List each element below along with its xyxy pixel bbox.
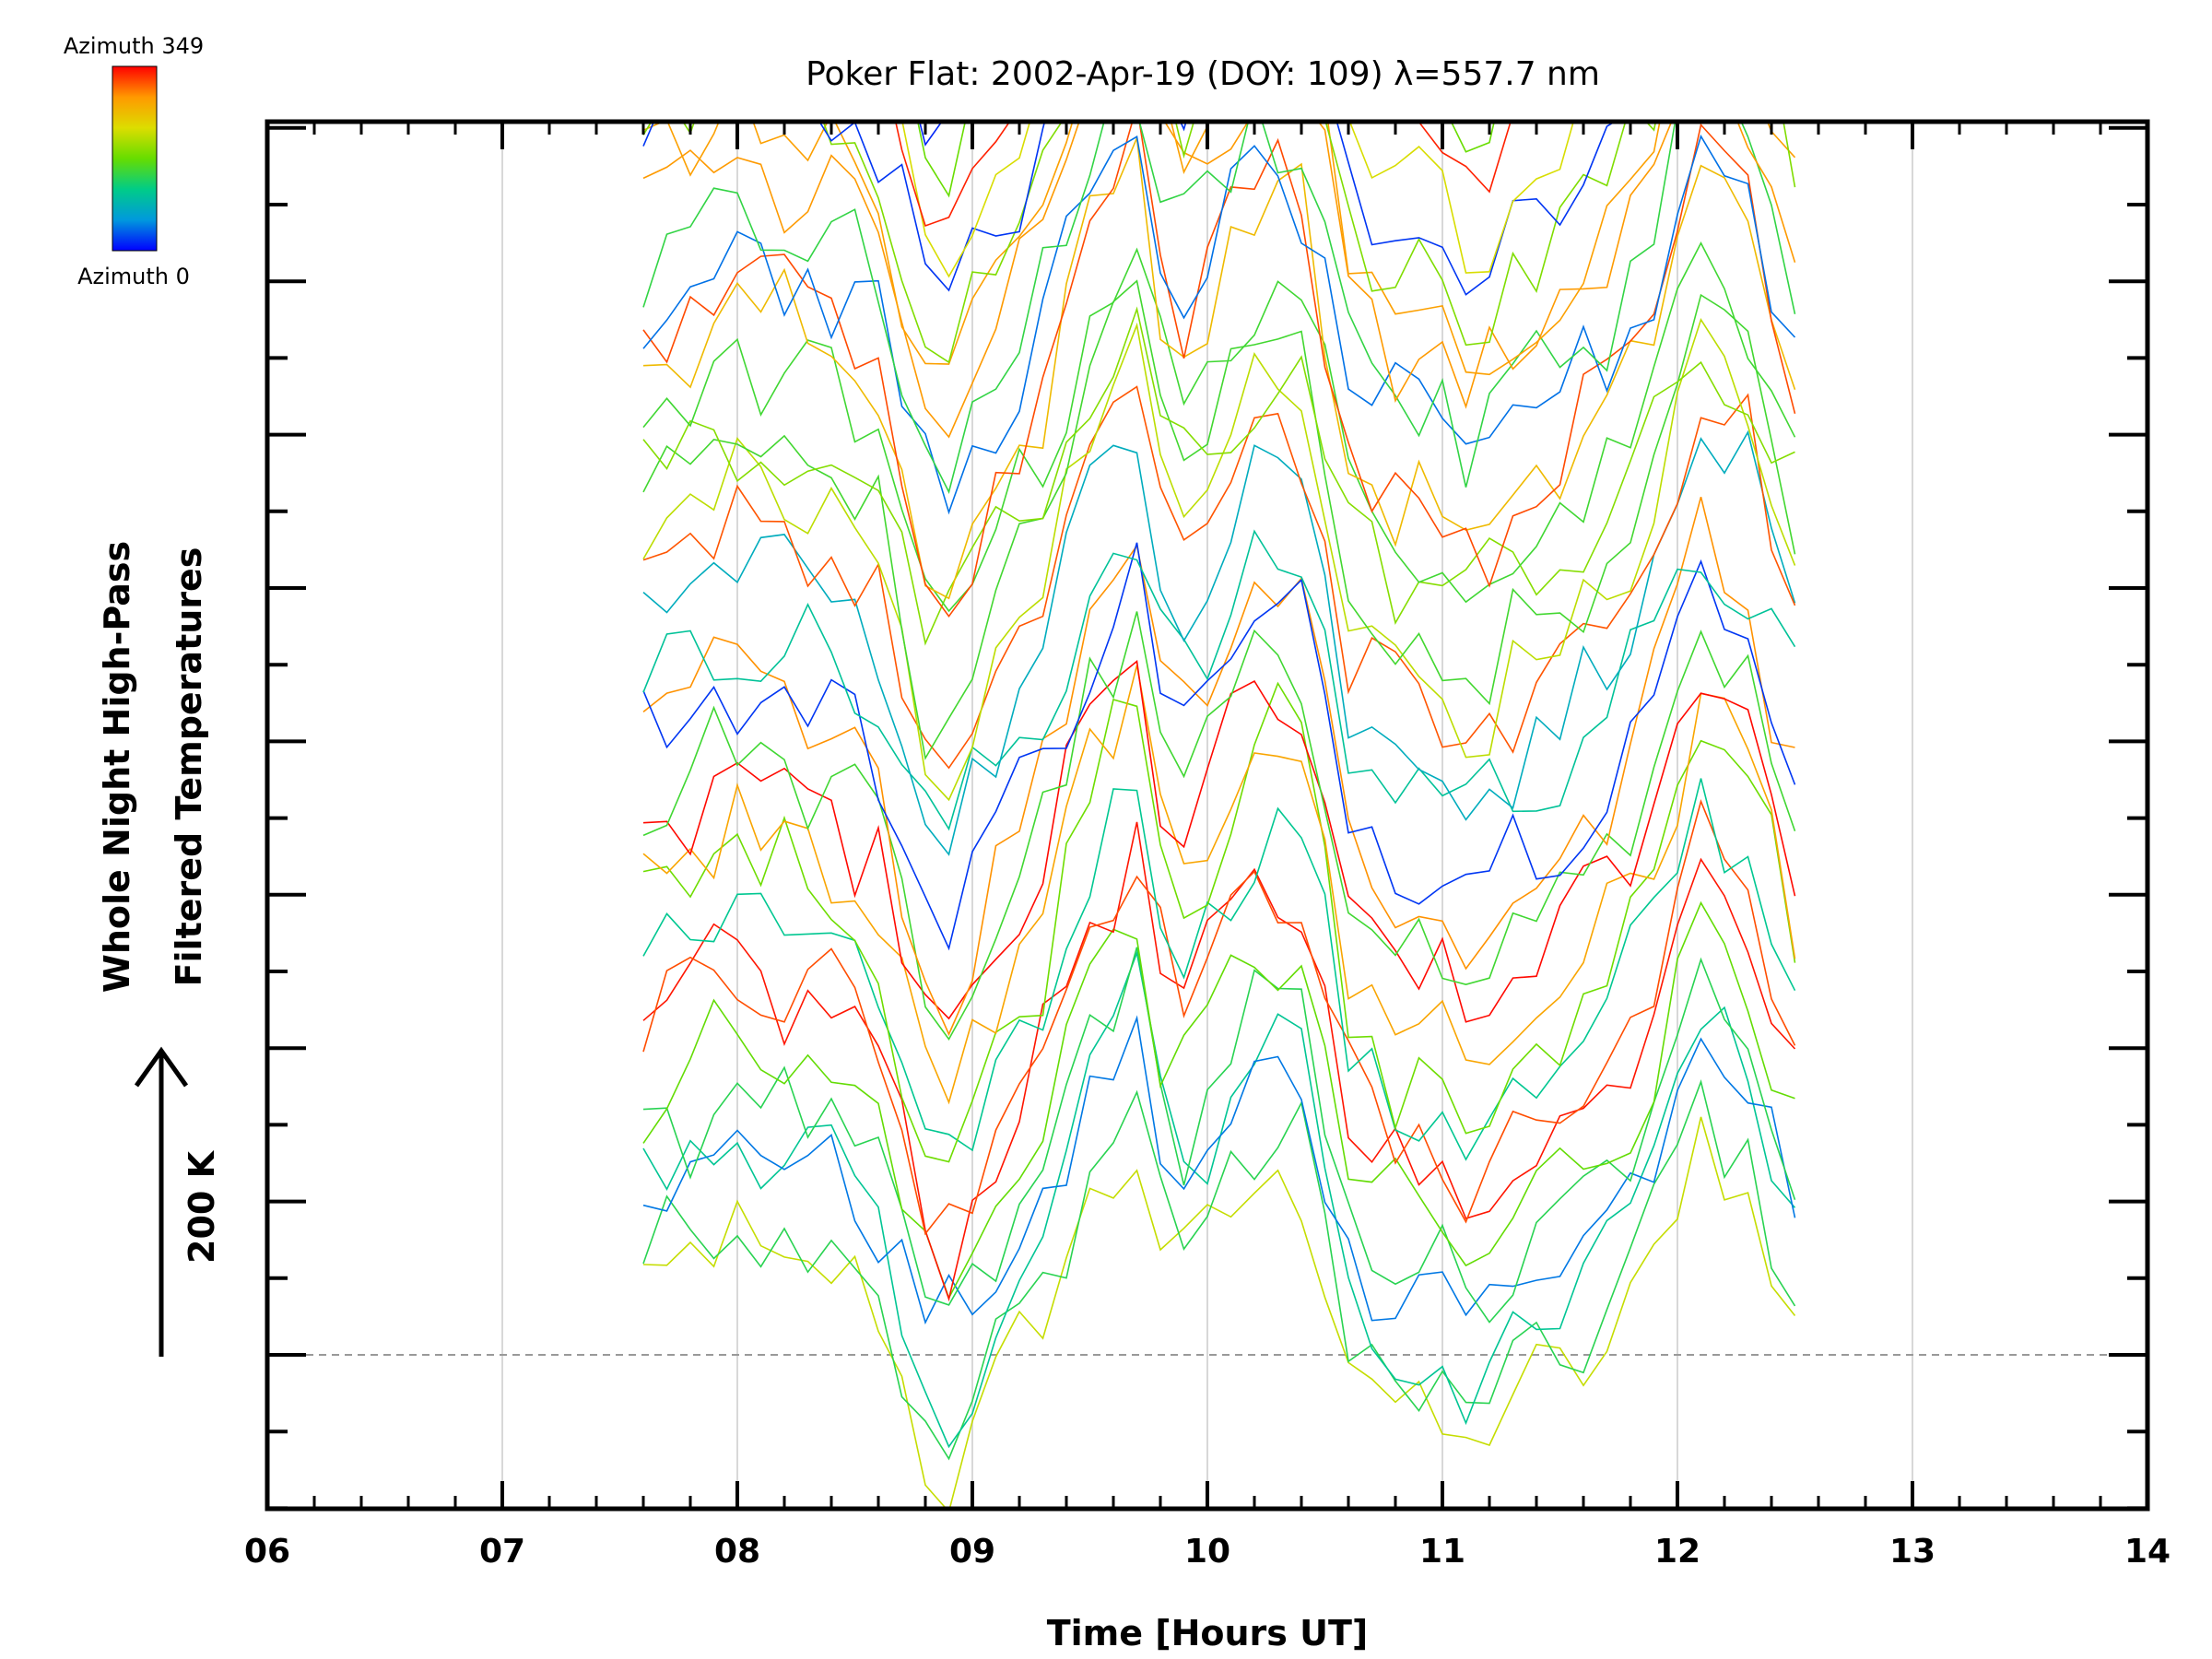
series-line — [642, 798, 1796, 1236]
x-tick-label: 08 — [714, 1533, 760, 1571]
series-line — [642, 1078, 1796, 1461]
series-line — [642, 900, 1795, 1300]
series-line — [642, 1116, 1796, 1509]
series-line — [642, 306, 1795, 646]
series-line — [916, 122, 1495, 198]
vertical-gridlines — [501, 122, 1913, 1509]
x-tick-label: 09 — [949, 1533, 995, 1571]
x-tick-label: 11 — [1419, 1533, 1465, 1571]
series-line — [642, 134, 1796, 515]
series-line — [642, 949, 1796, 1449]
series-lines — [642, 122, 1796, 1509]
axis-ticks — [265, 122, 2149, 1511]
series-line — [642, 122, 1796, 364]
series-line — [642, 496, 1795, 1037]
x-tick-label: 13 — [1889, 1533, 1936, 1571]
series-line — [642, 429, 1796, 856]
series-line — [642, 385, 1796, 770]
series-line — [642, 821, 1796, 1302]
x-tick-label: 12 — [1654, 1533, 1700, 1571]
series-line — [642, 659, 1796, 1023]
colorbar-bottom-label: Azimuth 0 — [77, 264, 190, 289]
x-tick-labels: 06 07 08 09 10 11 12 13 14 — [244, 1533, 2171, 1571]
series-line — [642, 135, 1796, 600]
colorbar — [112, 65, 158, 252]
series-line — [642, 279, 1796, 760]
series-line — [642, 122, 1796, 296]
series-line — [642, 1015, 1796, 1325]
chart-title: Poker Flat: 2002-Apr-19 (DOY: 109) λ=557… — [806, 55, 1600, 93]
scale-arrow — [134, 1046, 189, 1357]
x-tick-label: 10 — [1184, 1533, 1230, 1571]
x-axis-label: Time [Hours UT] — [1047, 1613, 1369, 1653]
y-axis-label-line1: Whole Night High-Pass — [97, 541, 137, 993]
series-line — [642, 317, 1796, 802]
series-line — [642, 122, 1796, 439]
series-line — [642, 241, 1796, 613]
series-line — [642, 122, 1796, 618]
x-tick-label: 06 — [244, 1533, 290, 1571]
y-axis-label-line2: Filtered Temperatures — [169, 547, 209, 987]
series-line — [901, 122, 1574, 278]
x-tick-label: 07 — [479, 1533, 525, 1571]
scale-label: 200 K — [182, 1149, 222, 1264]
series-line — [642, 529, 1796, 831]
series-line — [642, 681, 1796, 1163]
series-line — [642, 611, 1796, 1041]
series-line — [642, 122, 1796, 494]
series-line — [642, 778, 1796, 1161]
series-line — [642, 947, 1796, 1324]
series-line — [642, 665, 1796, 1105]
x-tick-label: 14 — [2124, 1533, 2171, 1571]
colorbar-top-label: Azimuth 349 — [64, 33, 204, 59]
series-line — [642, 542, 1796, 951]
